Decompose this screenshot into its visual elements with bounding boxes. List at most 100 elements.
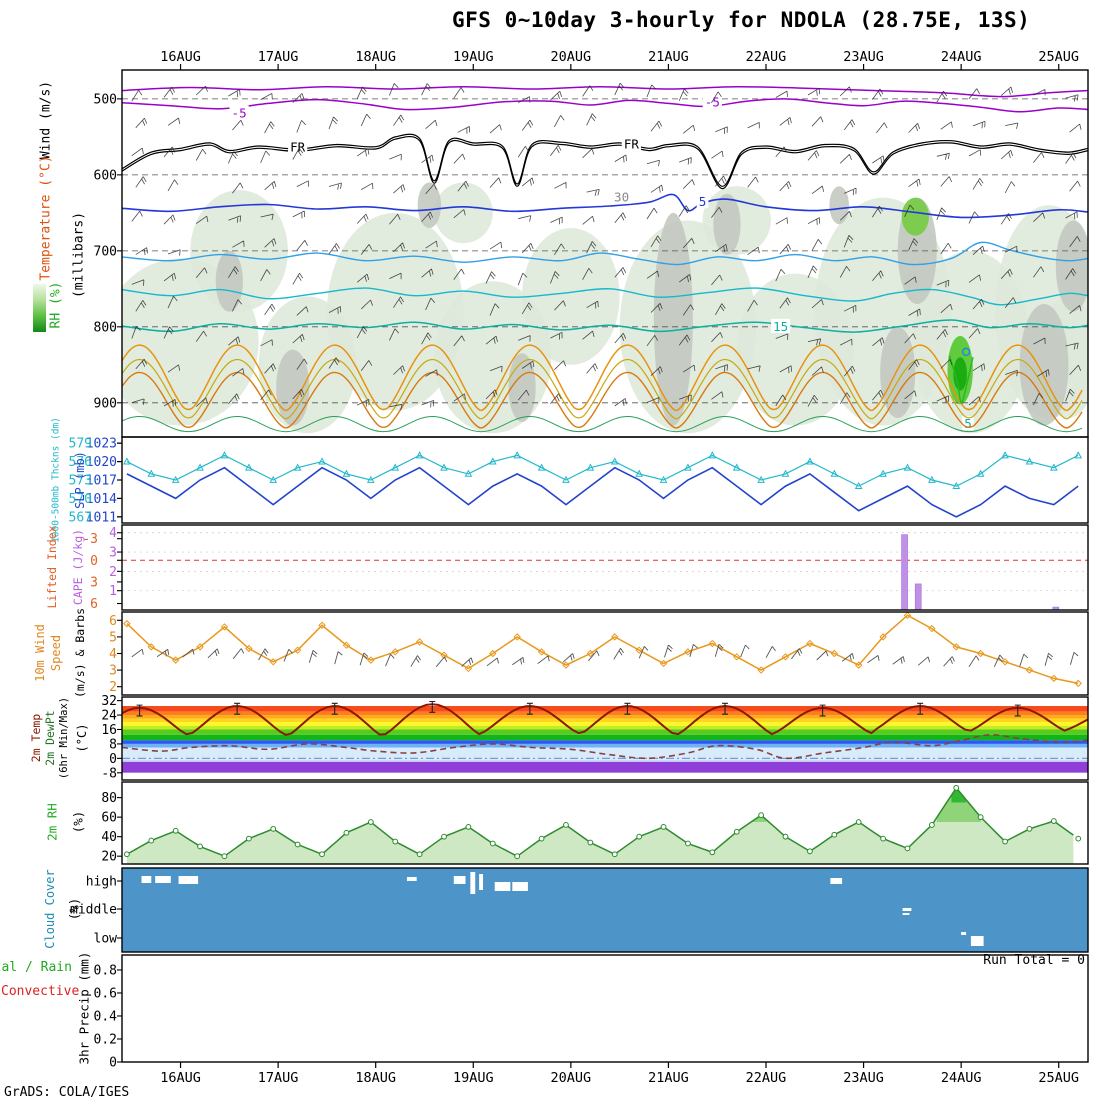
- axis-label--6hr-min-max-: (6hr Min/Max): [58, 696, 70, 780]
- svg-text:500: 500: [94, 92, 117, 107]
- time-tick-bottom: 20AUG: [551, 1070, 592, 1086]
- minmax-whisker: [917, 702, 924, 715]
- time-tick-bottom: 19AUG: [453, 1070, 494, 1086]
- time-tick-top: 21AUG: [648, 49, 689, 65]
- thickness-line: [126, 454, 1079, 487]
- cape-bar: [901, 534, 908, 611]
- time-tick-bottom: 23AUG: [843, 1070, 884, 1086]
- axis-label-cape-j-kg-: CAPE (J/kg): [71, 528, 85, 606]
- wind10m-frame: [121, 611, 1089, 696]
- svg-text:60: 60: [101, 811, 117, 826]
- clear-sky-patch: [406, 877, 417, 881]
- cloud-row-label: middle: [70, 903, 117, 918]
- clear-sky-patch: [470, 872, 476, 894]
- rh-frame: [121, 781, 1089, 865]
- grads-credit: GrADS: COLA/IGES: [4, 1085, 130, 1100]
- time-tick-bottom: 24AUG: [941, 1070, 982, 1086]
- svg-text:1011: 1011: [86, 510, 117, 525]
- upper-air-panel: -5 -5 FR FR 5 30 15 5 500 600 700 800 900: [94, 69, 1089, 438]
- svg-text:0.2: 0.2: [94, 1032, 117, 1047]
- contour-temp-5: [122, 193, 1088, 219]
- cape-frame: [121, 524, 1089, 611]
- contour-bottom-teal: [122, 415, 1083, 433]
- svg-text:600: 600: [94, 168, 117, 183]
- axis-label-1000-500mb-thckns-dm-: 1000-500mb Thckns (dm): [50, 417, 62, 543]
- minmax-whisker: [136, 704, 143, 717]
- svg-text:-8: -8: [101, 766, 117, 781]
- temperature-contours: -5 -5 FR FR 5 30 15 5: [122, 85, 1088, 433]
- svg-text:20: 20: [101, 850, 117, 865]
- svg-text:573: 573: [69, 474, 92, 489]
- time-tick-bottom: 17AUG: [258, 1070, 299, 1086]
- dewpoint-line: [122, 734, 1088, 760]
- contour-temp-15: [122, 319, 1088, 333]
- svg-text:0.8: 0.8: [94, 963, 117, 978]
- svg-text:0.4: 0.4: [94, 1009, 118, 1024]
- contour-label: 15: [773, 319, 788, 334]
- svg-text:800: 800: [94, 320, 117, 335]
- axis-label-speed: Speed: [49, 634, 63, 672]
- contour-label: 5: [964, 416, 972, 431]
- cape-bar: [914, 583, 922, 611]
- svg-text:0: 0: [90, 554, 98, 569]
- minmax-whisker: [331, 702, 338, 715]
- contour-freezing-level: [122, 133, 1088, 187]
- svg-text:1023: 1023: [86, 437, 117, 452]
- svg-text:900: 900: [94, 396, 117, 411]
- clear-sky-patch: [512, 882, 528, 891]
- svg-text:1: 1: [109, 584, 117, 599]
- svg-text:1020: 1020: [86, 455, 117, 470]
- minmax-whisker: [429, 700, 436, 713]
- svg-text:3: 3: [109, 546, 117, 561]
- svg-text:80: 80: [101, 791, 117, 806]
- svg-text:6: 6: [109, 614, 117, 629]
- run-total-label: Run Total = 0: [983, 953, 1085, 968]
- axis-label-rh-: RH (%): [48, 281, 64, 329]
- contour-purple-top: [122, 85, 1088, 98]
- time-axis: 16AUG 16AUG 17AUG 17AUG 18AUG 18AUG 19AUG 19AUG…: [160, 49, 1079, 1086]
- upper-wind-barbs: [131, 82, 1082, 411]
- axis-label-slp-mb-: SLP (mb): [73, 451, 87, 509]
- cloud-frame: [121, 867, 1089, 953]
- contour-temp-10: [122, 241, 1088, 266]
- clear-sky-patch: [178, 876, 199, 884]
- axis-label-temperature-c-: Temperature (°C): [38, 155, 54, 281]
- rh2m-panel: 80 60 40 20: [101, 781, 1089, 865]
- svg-text:570: 570: [69, 492, 92, 507]
- svg-text:6: 6: [90, 597, 98, 612]
- axis-label--: (%): [66, 897, 82, 921]
- wind10m-line: [126, 614, 1079, 685]
- contour-label: 30: [614, 190, 629, 205]
- time-tick-bottom: 18AUG: [355, 1070, 396, 1086]
- time-tick-top: 19AUG: [453, 49, 494, 65]
- clear-sky-patch: [902, 908, 912, 911]
- svg-text:8: 8: [109, 737, 117, 752]
- svg-text:2: 2: [109, 565, 117, 580]
- contour-temp-12: [122, 287, 1088, 306]
- contour-temp-18: [122, 358, 1083, 420]
- contour-temp-25: [122, 371, 1083, 429]
- time-tick-top: 24AUG: [941, 49, 982, 65]
- wind10m-panel: 65 4 32: [109, 611, 1089, 696]
- clear-sky-patch: [453, 876, 466, 884]
- axis-label--millibars-: (millibars): [71, 211, 87, 299]
- axis-label-wind-m-s-: Wind (m/s): [38, 80, 54, 160]
- svg-text:567: 567: [69, 510, 92, 525]
- svg-text:4: 4: [109, 526, 117, 541]
- minmax-whisker: [624, 702, 631, 715]
- axis-label-10m-wind: 10m Wind: [33, 624, 47, 682]
- contour-label: FR: [624, 136, 640, 151]
- clear-sky-patch: [141, 876, 152, 883]
- axis-label-3hr-precip-mm-: 3hr Precip (mm): [76, 951, 92, 1065]
- svg-text:700: 700: [94, 244, 117, 259]
- svg-text:40: 40: [101, 830, 117, 845]
- axis-label-2m-rh: 2m RH: [44, 803, 60, 841]
- contour-label: 5: [699, 194, 707, 209]
- time-tick-top: 22AUG: [746, 49, 787, 65]
- minmax-whisker: [526, 702, 533, 715]
- svg-text:5: 5: [109, 630, 117, 645]
- svg-text:3: 3: [90, 575, 98, 590]
- contour-label: -5: [232, 105, 247, 120]
- rh-line: [126, 786, 1074, 858]
